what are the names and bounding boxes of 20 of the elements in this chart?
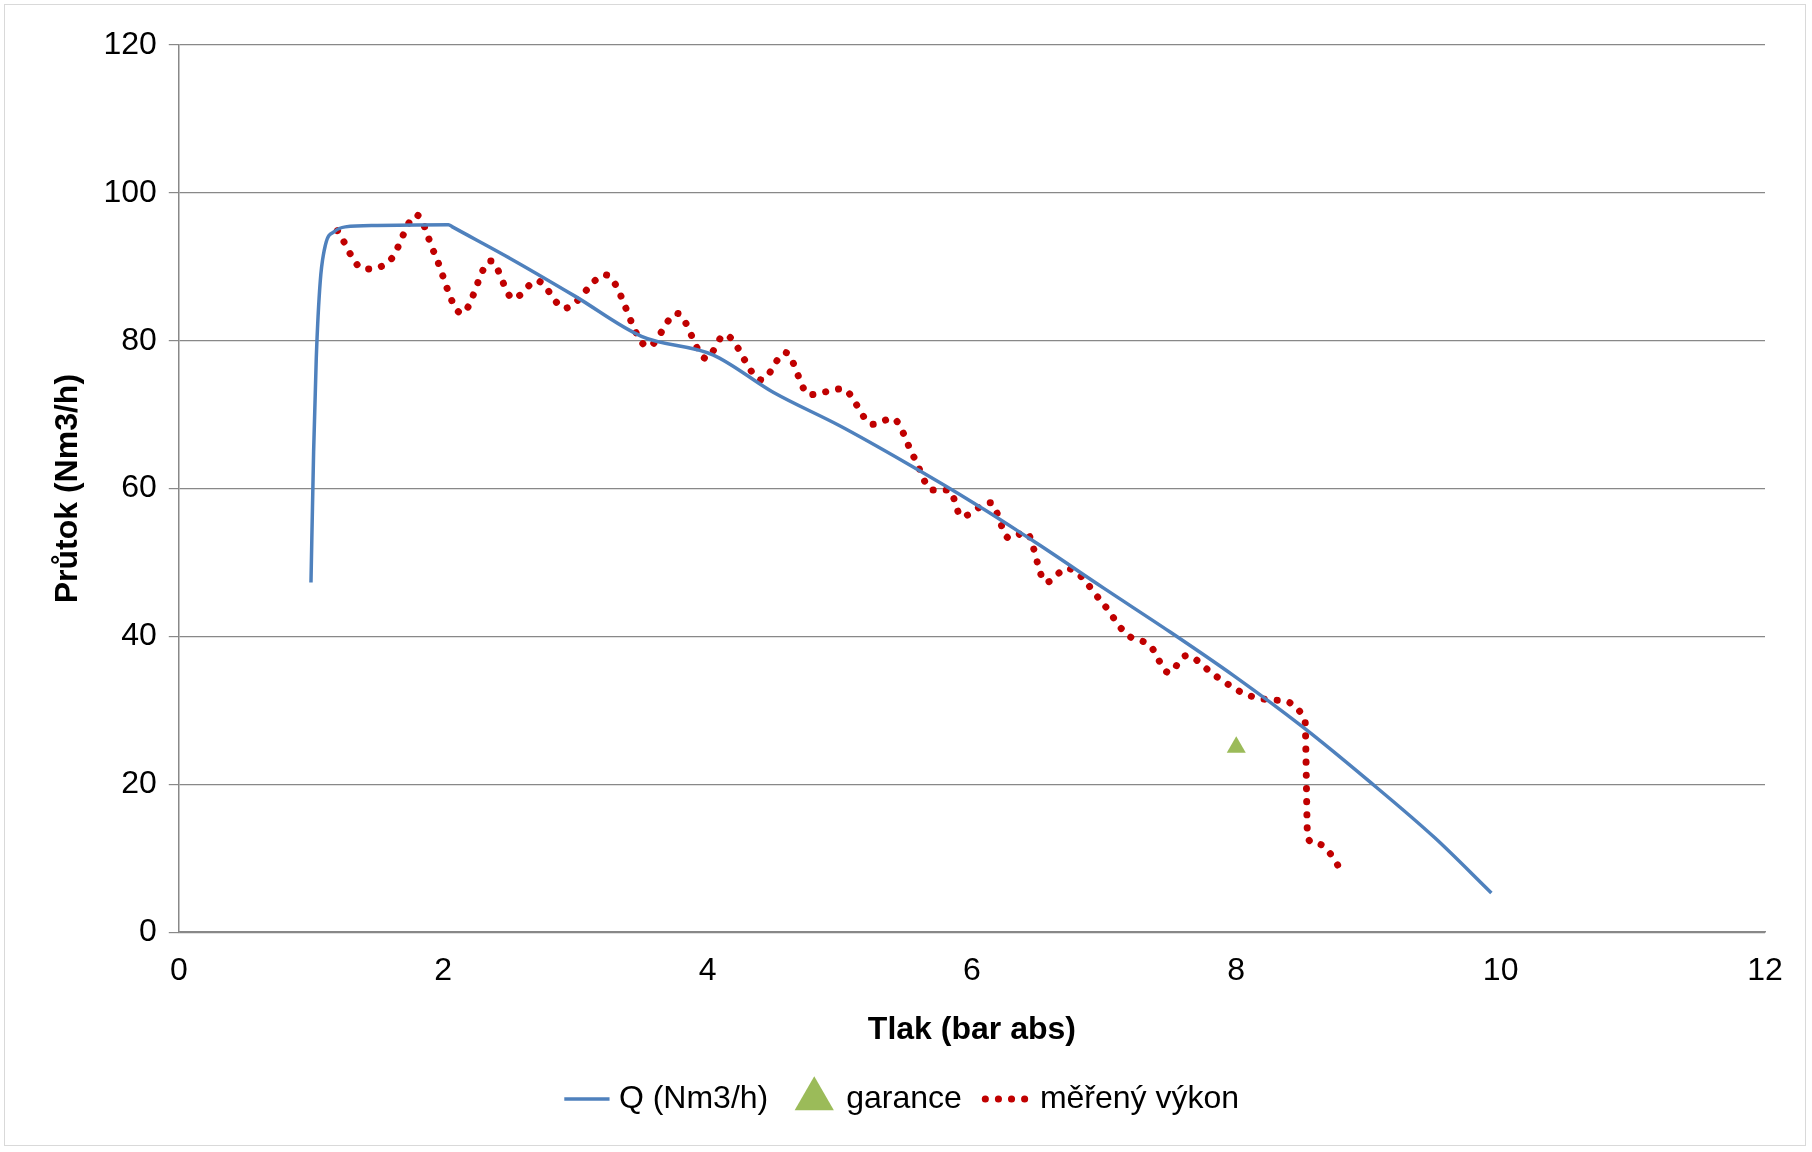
legend-label: garance bbox=[846, 1078, 962, 1115]
x-axis-title: Tlak (bar abs) bbox=[867, 1009, 1076, 1046]
legend-label: Q (Nm3/h) bbox=[618, 1078, 769, 1115]
legend-label: měřený výkon bbox=[1039, 1078, 1240, 1115]
x-tick-label: 0 bbox=[169, 951, 188, 988]
y-tick-label: 0 bbox=[138, 912, 157, 949]
x-tick-label: 8 bbox=[1227, 951, 1246, 988]
y-tick-label: 20 bbox=[121, 764, 157, 801]
x-tick-label: 6 bbox=[963, 951, 981, 988]
y-tick-label: 40 bbox=[121, 616, 157, 653]
x-tick-label: 12 bbox=[1747, 951, 1783, 988]
y-tick-label: 120 bbox=[103, 24, 157, 61]
y-tick-label: 100 bbox=[103, 172, 157, 209]
y-tick-label: 80 bbox=[121, 320, 157, 357]
y-tick-label: 60 bbox=[121, 468, 157, 505]
x-tick-label: 10 bbox=[1482, 951, 1519, 988]
x-tick-label: 4 bbox=[698, 951, 717, 988]
y-axis-title: Průtok (Nm3/h) bbox=[48, 373, 85, 604]
line-series bbox=[309, 222, 1494, 895]
x-tick-label: 2 bbox=[434, 951, 453, 988]
